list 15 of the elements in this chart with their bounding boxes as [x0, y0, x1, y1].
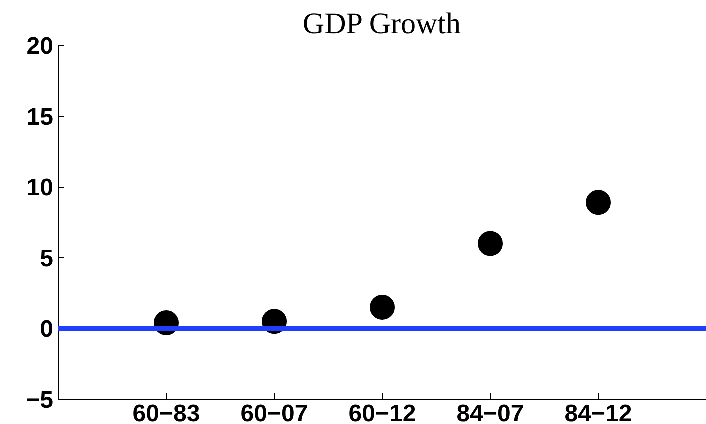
- point: [478, 231, 503, 256]
- x-tick-label: 84−07: [456, 400, 524, 424]
- y-tick-label: −5: [26, 387, 54, 414]
- y-tick-label: 0: [40, 316, 54, 344]
- point: [370, 294, 395, 320]
- point: [586, 190, 611, 216]
- chart-title: GDP Growth: [302, 8, 461, 40]
- y-tick-label: 15: [26, 104, 54, 131]
- x-tick-label: 60−83: [132, 400, 200, 424]
- y-tick-label: 10: [26, 174, 54, 202]
- y-tick-label: 5: [40, 245, 54, 272]
- x-tick-label: 84−12: [564, 400, 632, 424]
- y-tick-label: 20: [26, 33, 54, 60]
- x-tick-label: 60−12: [348, 400, 416, 424]
- x-tick-label: 60−07: [240, 400, 308, 424]
